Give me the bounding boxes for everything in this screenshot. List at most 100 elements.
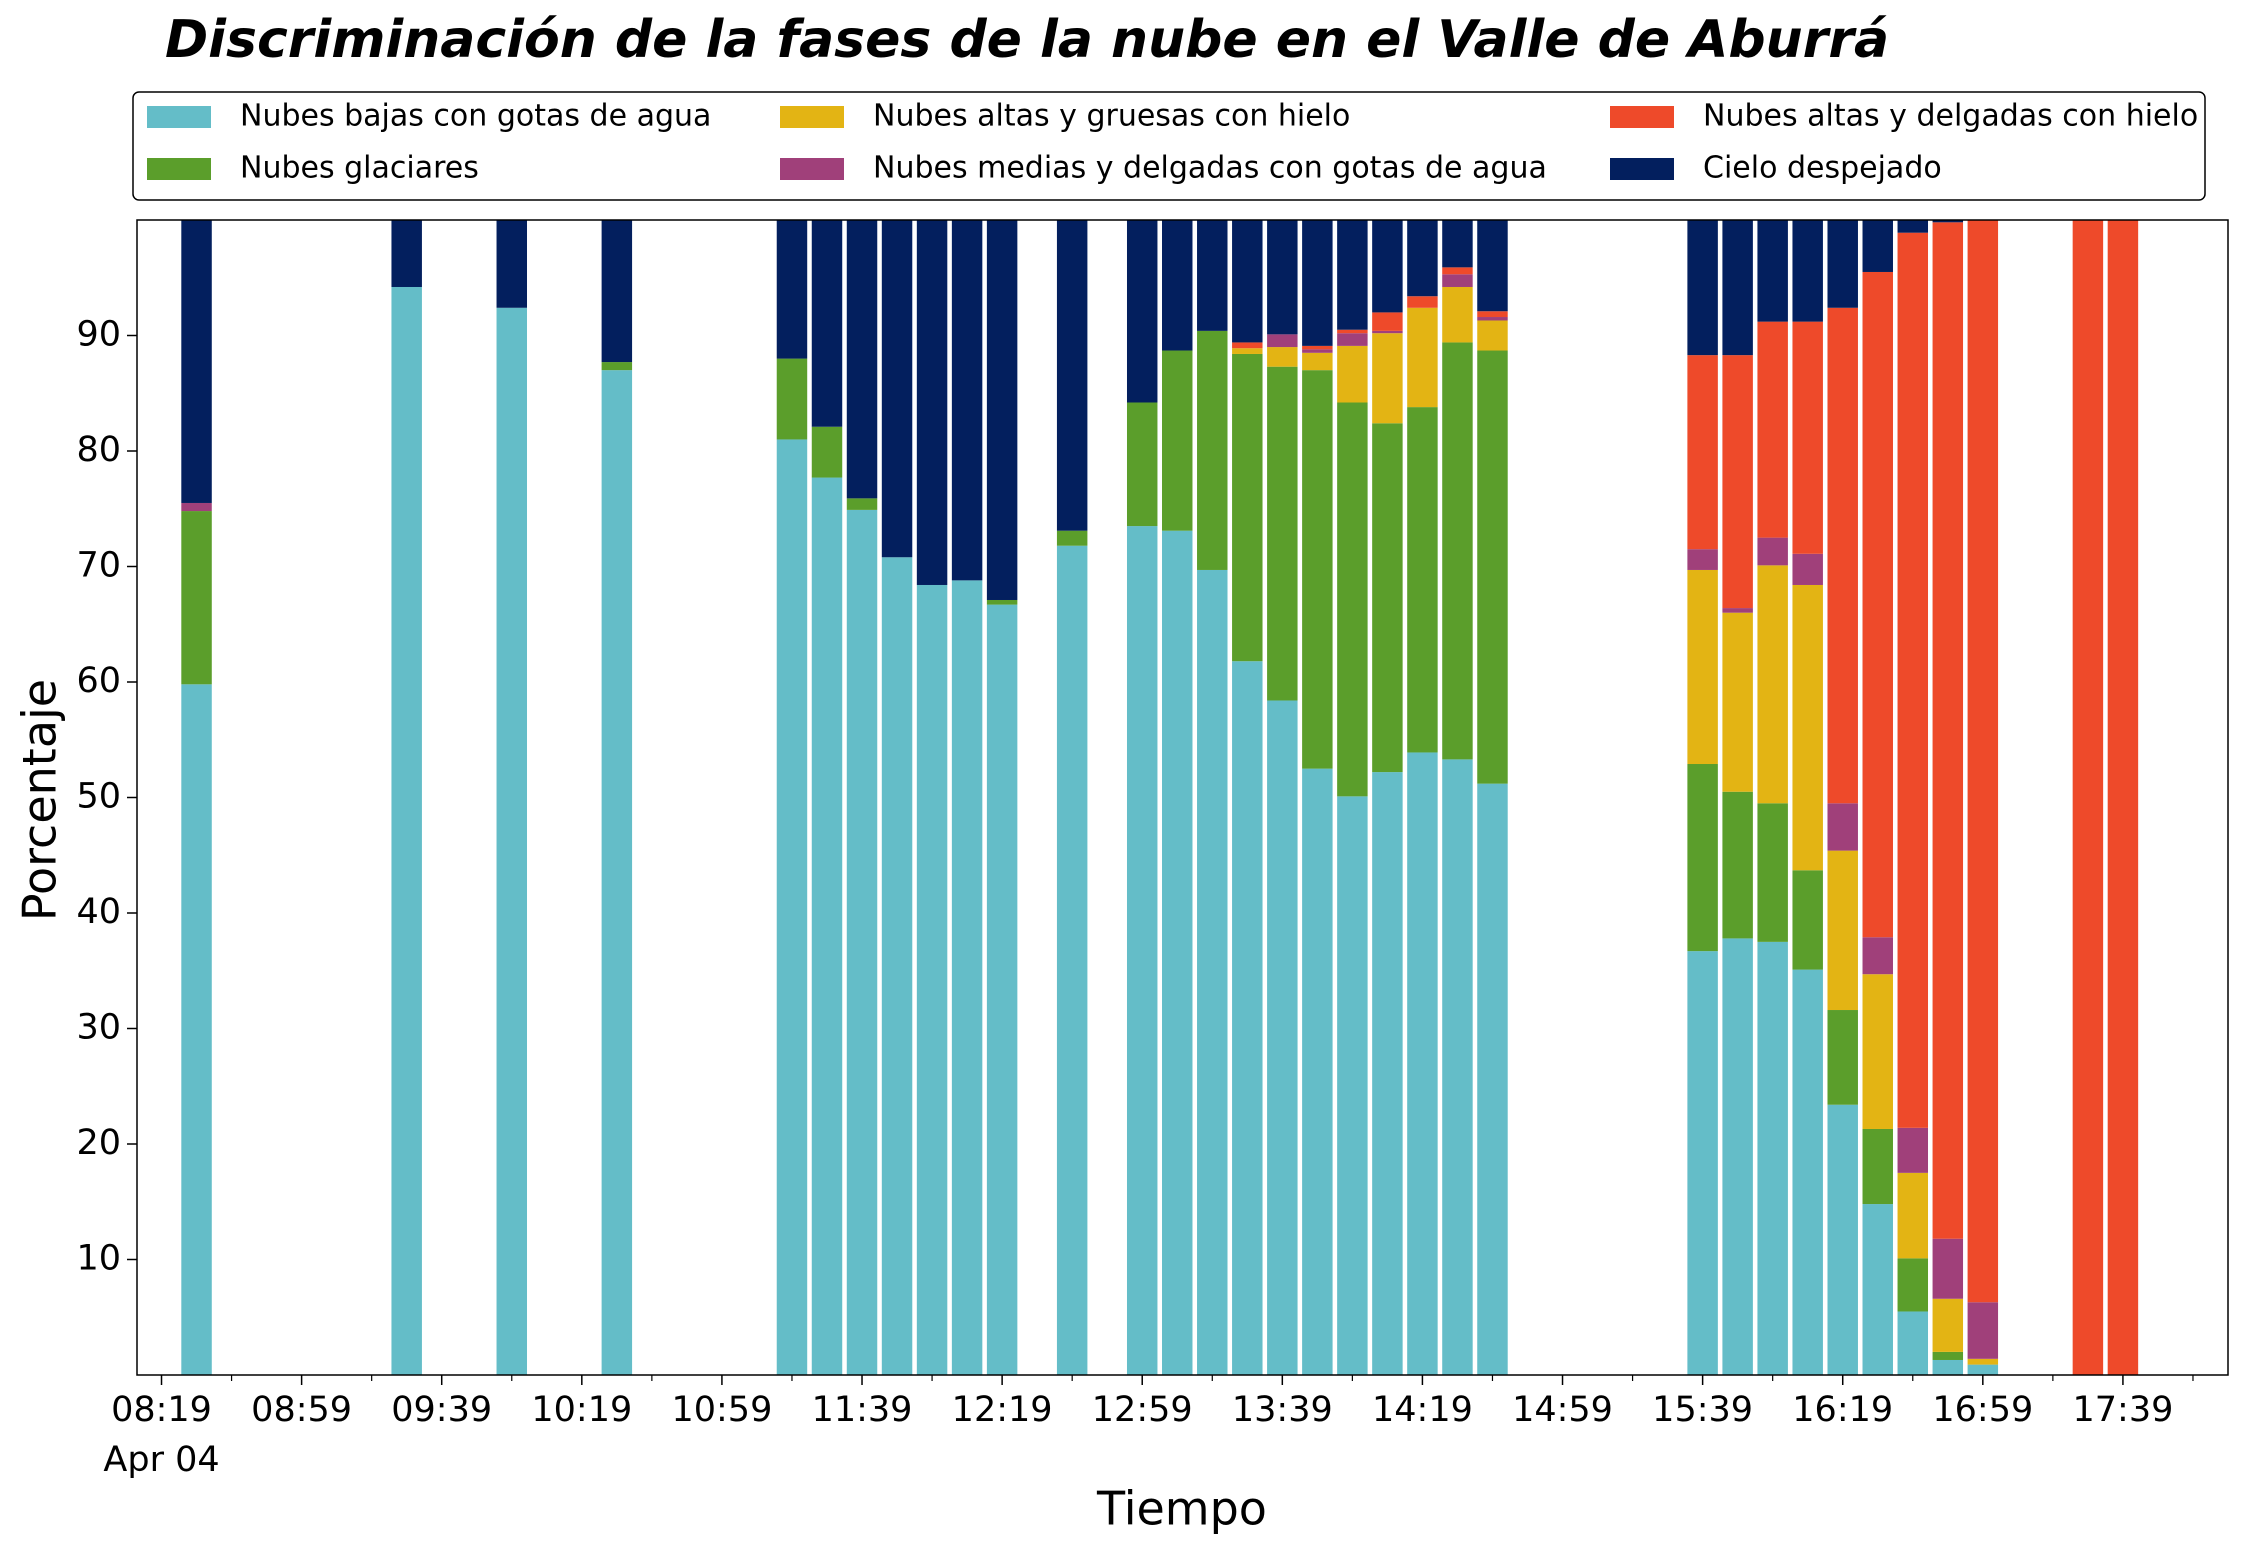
bar-segment [776,358,808,440]
legend-label: Nubes medias y delgadas con gotas de agu… [873,151,1547,186]
bar-segment [1162,530,1193,1375]
bar-segment [951,580,983,1375]
bar-segment [1757,803,1788,942]
legend-swatch [780,158,844,180]
bar-segment [1757,220,1788,322]
bar-segment [1267,366,1298,701]
x-tick-label: 11:39 [812,1390,913,1430]
bar-segment [1232,661,1263,1375]
bar-segment [1372,333,1403,424]
bar-segment [1827,220,1858,308]
bar-segment [1302,345,1333,350]
bar-segment [1792,553,1823,585]
x-tick-label: 16:59 [1932,1390,2033,1430]
x-tick-label: 14:59 [1512,1390,1613,1430]
x-tick-label: 10:19 [531,1390,632,1430]
bar-segment [1967,220,1999,1303]
bar-segment [1197,569,1228,1375]
bar-segment [1757,941,1788,1375]
legend-swatch [1610,158,1674,180]
bar-segment [1862,1204,1893,1375]
bar-segment [1792,969,1823,1375]
bar-segment [1407,752,1438,1375]
bar-segment [916,584,948,1375]
bar-segment [1302,349,1333,353]
bar-segment [1932,222,1964,1239]
bar-segment [1056,530,1088,546]
bar-segment [776,439,808,1375]
bar-segment [1442,267,1473,275]
x-tick-date: Apr 04 [103,1440,219,1480]
bar-segment [1372,312,1403,331]
x-axis-label: Tiempo [1096,1482,1267,1536]
bar-segment [1932,220,1964,223]
bar-segment [811,220,843,427]
bar-segment [1442,759,1473,1375]
bar-segment [1442,274,1473,287]
y-tick-label: 60 [76,661,121,701]
bar-segment [1407,307,1438,408]
y-tick-label: 20 [76,1123,121,1163]
bar-segment [1687,764,1718,952]
bar-segment [1792,584,1823,871]
x-tick-label: 15:39 [1652,1390,1753,1430]
bar-segment [776,220,808,359]
bar-segment [1056,220,1088,531]
bar-segment [881,220,913,558]
bar-segment [1897,232,1929,1128]
bar-segment [1967,1302,1999,1359]
bar-segment [1792,870,1823,970]
bar-segment [846,220,878,499]
y-tick-label: 70 [76,546,121,586]
bar-segment [2072,220,2104,1375]
bar-segment [1302,352,1333,371]
bar-segment [1827,850,1858,1011]
bar-segment [1302,768,1333,1375]
y-tick-label: 50 [76,777,121,817]
bar-segment [1932,1351,1964,1360]
x-tick-label: 12:19 [952,1390,1053,1430]
bar-segment [1477,350,1508,784]
bar-segment [1337,345,1368,403]
bar-segment [846,509,878,1375]
bar-segment [181,220,212,503]
bar-segment [1442,342,1473,760]
bar-segment [601,362,633,371]
legend-swatch [780,106,844,128]
bar-segment [811,426,843,478]
legend-label: Nubes glaciares [240,151,479,186]
x-tick-label: 16:19 [1792,1390,1893,1430]
bar-segment [1687,355,1718,550]
bar-segment [1862,974,1893,1129]
bar-segment [1302,220,1333,346]
legend-swatch [147,158,211,180]
x-tick-label: 09:39 [391,1390,492,1430]
bar-segment [1267,220,1298,335]
bar-segment [1442,286,1473,343]
bar-segment [1267,347,1298,367]
bar-segment [1372,423,1403,773]
bar-segment [496,220,528,308]
y-tick-label: 10 [76,1239,121,1279]
bar-segment [496,307,528,1375]
x-tick-label: 08:59 [251,1390,352,1430]
bar-segment [1267,334,1298,348]
legend-swatch [1610,106,1674,128]
bar-segment [916,220,948,585]
bar-segment [1897,1258,1929,1312]
bar-segment [1897,220,1929,233]
bar-segment [1897,1127,1929,1173]
bar-segment [601,220,633,363]
bar-segment [1442,220,1473,268]
bar-segment [846,498,878,510]
bar-segment [1372,220,1403,313]
legend-label: Cielo despejado [1703,151,1942,186]
bar-segment [1372,772,1403,1375]
bar-segment [1862,937,1893,975]
bar-segment [1827,1010,1858,1105]
bar-segment [1407,407,1438,753]
bar-segment [1687,220,1718,356]
bar-segment [1232,220,1263,343]
y-tick-label: 30 [76,1008,121,1048]
x-tick-label: 12:59 [1092,1390,1193,1430]
